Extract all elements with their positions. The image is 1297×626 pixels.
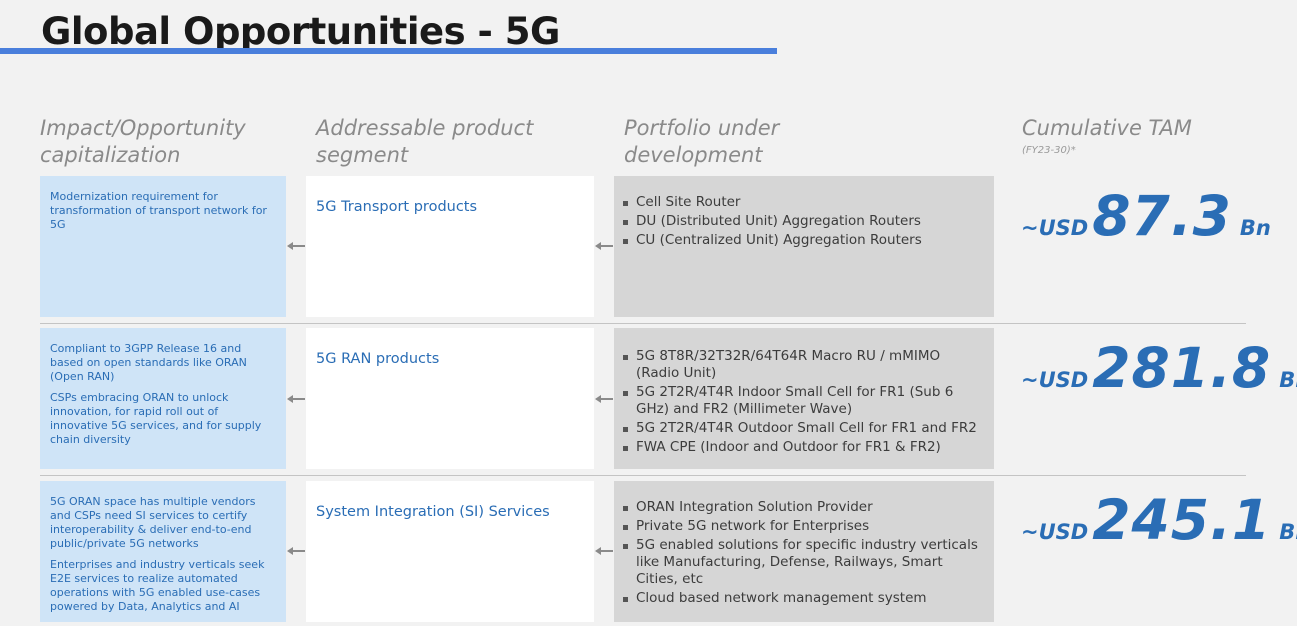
- portfolio-list: Cell Site Router DU (Distributed Unit) A…: [622, 194, 984, 249]
- left-arrow-icon: [595, 241, 613, 251]
- impact-text: Modernization requirement for transforma…: [50, 190, 267, 231]
- page-title: Global Opportunities - 5G: [41, 10, 560, 53]
- portfolio-item: Cell Site Router: [622, 194, 984, 211]
- portfolio-box-transport: Cell Site Router DU (Distributed Unit) A…: [614, 176, 994, 317]
- segment-label: System Integration (SI) Services: [316, 504, 550, 520]
- title-underline: [0, 48, 777, 54]
- tam-number: 87.3: [1092, 184, 1232, 248]
- tam-number: 281.8: [1092, 336, 1272, 400]
- segment-box-ran: 5G RAN products: [306, 328, 594, 469]
- tam-prefix: ~USD: [1021, 520, 1089, 544]
- portfolio-item: ORAN Integration Solution Provider: [622, 499, 984, 516]
- left-arrow-icon: [287, 241, 305, 251]
- impact-text: Compliant to 3GPP Release 16 and based o…: [50, 342, 247, 383]
- portfolio-item: CU (Centralized Unit) Aggregation Router…: [622, 232, 984, 249]
- portfolio-item: 5G 2T2R/4T4R Indoor Small Cell for FR1 (…: [622, 384, 984, 418]
- tam-unit: Bn: [1279, 368, 1297, 392]
- tam-unit: Bn: [1279, 520, 1297, 544]
- header-impact: Impact/Opportunity capitalization: [40, 116, 246, 167]
- left-arrow-icon: [287, 546, 305, 556]
- portfolio-item: DU (Distributed Unit) Aggregation Router…: [622, 213, 984, 230]
- portfolio-item: Private 5G network for Enterprises: [622, 518, 984, 535]
- impact-box-si: 5G ORAN space has multiple vendors and C…: [40, 481, 286, 622]
- segment-label: 5G RAN products: [316, 351, 440, 367]
- left-arrow-icon: [595, 394, 613, 404]
- segment-box-transport: 5G Transport products: [306, 176, 594, 317]
- header-tam: Cumulative TAM: [1022, 116, 1192, 140]
- portfolio-item: 5G enabled solutions for specific indust…: [622, 537, 984, 588]
- portfolio-item: 5G 8T8R/32T32R/64T64R Macro RU / mMIMO (…: [622, 348, 984, 382]
- header-tam-note: (FY23-30)*: [1022, 145, 1076, 156]
- tam-number: 245.1: [1092, 488, 1272, 552]
- portfolio-box-si: ORAN Integration Solution Provider Priva…: [614, 481, 994, 622]
- tam-value-si: ~USD 245.1 Bn: [1021, 488, 1297, 552]
- portfolio-box-ran: 5G 8T8R/32T32R/64T64R Macro RU / mMIMO (…: [614, 328, 994, 469]
- segment-label: 5G Transport products: [316, 199, 478, 215]
- portfolio-list: 5G 8T8R/32T32R/64T64R Macro RU / mMIMO (…: [622, 348, 984, 456]
- impact-box-transport: Modernization requirement for transforma…: [40, 176, 286, 317]
- portfolio-item: 5G 2T2R/4T4R Outdoor Small Cell for FR1 …: [622, 420, 984, 437]
- impact-text: Enterprises and industry verticals seek …: [50, 558, 265, 613]
- tam-value-transport: ~USD 87.3 Bn: [1021, 184, 1271, 248]
- tam-unit: Bn: [1239, 216, 1271, 240]
- left-arrow-icon: [287, 394, 305, 404]
- left-arrow-icon: [595, 546, 613, 556]
- row-divider: [40, 475, 1246, 476]
- impact-box-ran: Compliant to 3GPP Release 16 and based o…: [40, 328, 286, 469]
- segment-box-si: System Integration (SI) Services: [306, 481, 594, 622]
- tam-value-ran: ~USD 281.8 Bn: [1021, 336, 1297, 400]
- portfolio-item: Cloud based network management system: [622, 590, 984, 607]
- impact-text: CSPs embracing ORAN to unlock innovation…: [50, 391, 262, 446]
- portfolio-item: FWA CPE (Indoor and Outdoor for FR1 & FR…: [622, 439, 984, 456]
- row-divider: [40, 323, 1246, 324]
- tam-prefix: ~USD: [1021, 368, 1089, 392]
- portfolio-list: ORAN Integration Solution Provider Priva…: [622, 499, 984, 607]
- header-segment: Addressable product segment: [316, 116, 534, 167]
- header-portfolio: Portfolio under development: [624, 116, 780, 167]
- tam-prefix: ~USD: [1021, 216, 1089, 240]
- impact-text: 5G ORAN space has multiple vendors and C…: [50, 495, 256, 550]
